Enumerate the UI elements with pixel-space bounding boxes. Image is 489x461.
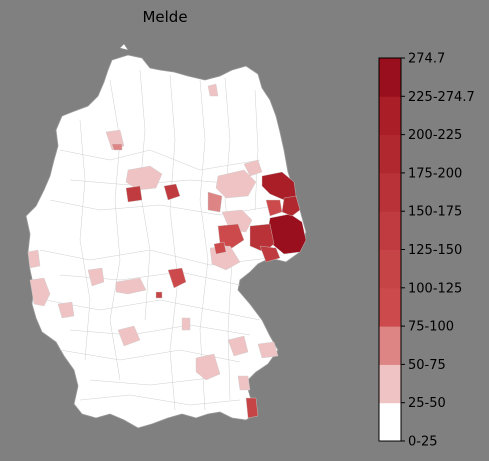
colorbar-bin-1: [379, 364, 401, 404]
district-region: [29, 277, 51, 307]
colorbar-bin-9: [379, 58, 401, 97]
district-region: [213, 241, 227, 255]
district-region: [155, 291, 163, 299]
colorbar-tick-label: 25-50: [408, 396, 446, 411]
colorbar-tick-label: 50-75: [408, 358, 446, 373]
colorbar-bin-3: [379, 287, 401, 327]
colorbar-bin-2: [379, 326, 401, 365]
district-region: [181, 317, 191, 331]
colorbar-tick-label: 75-100: [408, 320, 454, 335]
district-region: [163, 183, 181, 201]
district-region: [115, 277, 147, 295]
colorbar-bin-4: [379, 249, 401, 289]
colorbar-tick-label: 125-150: [408, 243, 462, 258]
colorbar-tick-label: 225-274.7: [408, 90, 475, 105]
district-border: [109, 79, 121, 381]
district-region: [243, 159, 263, 177]
colorbar-tick-label: 0-25: [408, 435, 438, 450]
district-border: [254, 89, 259, 211]
colorbar-bin-5: [379, 211, 401, 250]
district-region: [259, 245, 281, 263]
district-border: [59, 149, 261, 171]
district-region: [117, 325, 141, 347]
colorbar-tick-label: 100-125: [408, 281, 462, 296]
district-region: [217, 223, 245, 249]
district-region: [125, 185, 143, 203]
district-region: [195, 353, 221, 381]
colorbar-bin-8: [379, 96, 401, 136]
colorbar-tick-label: 274.7: [408, 52, 445, 67]
district-border: [169, 74, 179, 411]
district-border: [79, 119, 91, 361]
district-region: [227, 335, 249, 357]
district-border: [89, 377, 211, 386]
colorbar-tick-label: 150-175: [408, 205, 462, 220]
colorbar-bin-7: [379, 134, 401, 174]
district-region: [111, 143, 123, 151]
district-border: [69, 324, 251, 336]
district-region: [87, 267, 105, 287]
district-border: [79, 394, 241, 406]
district-region: [207, 191, 223, 213]
colorbar-tick-label: 175-200: [408, 166, 462, 181]
district-region: [207, 83, 219, 97]
district-border: [199, 79, 209, 411]
district-region: [57, 301, 75, 319]
district-region: [125, 165, 163, 191]
district-region: [167, 267, 187, 289]
district-region: [237, 375, 251, 391]
germany-outline: [25, 54, 307, 429]
colorbar-tick-label: 200-225: [408, 128, 462, 143]
district-region: [265, 199, 283, 217]
colorbar-bin-0: [379, 402, 401, 442]
map-title: Melde: [142, 8, 188, 26]
district-region: [27, 249, 41, 269]
district-region: [215, 169, 257, 199]
district-region: [257, 341, 279, 359]
district-region: [245, 397, 259, 419]
colorbar-bin-6: [379, 172, 401, 212]
district-border: [44, 299, 261, 321]
district-region: [281, 195, 301, 217]
